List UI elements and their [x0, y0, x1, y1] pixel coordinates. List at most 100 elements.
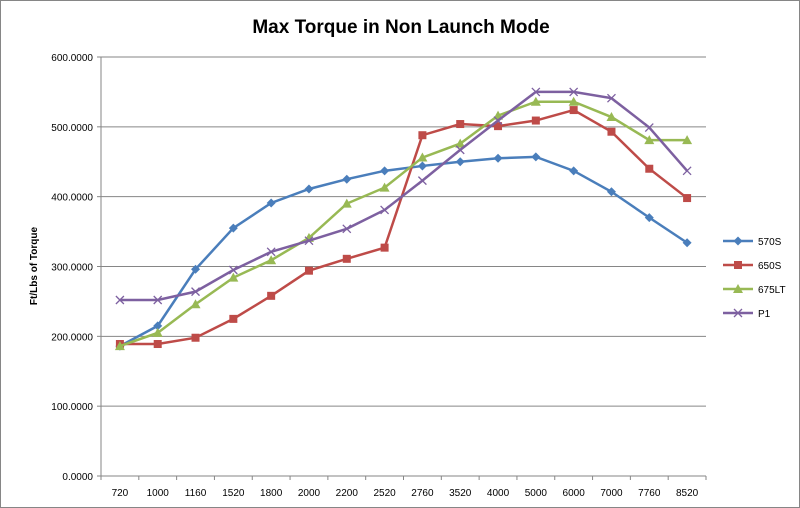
- data-point-triangle: [733, 284, 743, 293]
- data-point-x: [228, 265, 238, 275]
- data-point-x: [304, 236, 314, 246]
- data-point-square: [645, 164, 654, 173]
- data-point-x: [493, 116, 503, 126]
- data-point-x: [531, 87, 541, 97]
- legend-label: 650S: [758, 261, 782, 272]
- legend-item: 650S: [723, 261, 782, 272]
- data-point-square: [569, 106, 578, 115]
- chart-title: Max Torque in Non Launch Mode: [252, 17, 549, 38]
- x-tick-label: 2760: [411, 488, 434, 499]
- data-point-x: [342, 224, 352, 234]
- series-line: [119, 100, 688, 348]
- series-line: [119, 90, 689, 302]
- data-point-triangle: [114, 341, 125, 351]
- x-tick-label: 2200: [336, 488, 359, 499]
- data-point-diamond: [733, 236, 743, 246]
- y-tick-label: 300.0000: [51, 263, 93, 274]
- data-point-triangle: [417, 152, 428, 162]
- data-point-square: [380, 243, 389, 252]
- x-tick-label: 6000: [563, 488, 586, 499]
- x-tick-label: 7760: [638, 488, 661, 499]
- data-point-square: [153, 340, 162, 349]
- data-point-square: [607, 127, 616, 136]
- y-tick-label: 600.0000: [51, 53, 93, 64]
- data-point-diamond: [531, 152, 541, 162]
- data-point-x: [455, 145, 465, 155]
- data-point-triangle: [341, 198, 352, 208]
- y-tick-label: 0.0000: [62, 472, 93, 483]
- x-tick-label: 3520: [449, 488, 472, 499]
- series-p1: [115, 87, 692, 305]
- data-point-square: [456, 120, 465, 129]
- data-point-diamond: [493, 153, 503, 163]
- series-line: [119, 108, 688, 346]
- data-point-diamond: [304, 184, 314, 194]
- data-point-diamond: [191, 264, 201, 274]
- data-point-square: [342, 254, 351, 263]
- data-point-diamond: [417, 161, 427, 171]
- data-point-diamond: [606, 187, 616, 197]
- data-point-triangle: [152, 327, 163, 337]
- data-point-triangle: [266, 255, 277, 265]
- x-tick-label: 1520: [222, 488, 245, 499]
- data-point-x: [153, 295, 163, 305]
- series-650s: [115, 106, 692, 349]
- y-tick-label: 200.0000: [51, 332, 93, 343]
- data-point-diamond: [682, 238, 692, 248]
- x-tick-label: 2000: [298, 488, 321, 499]
- data-point-diamond: [455, 157, 465, 167]
- data-point-square: [494, 122, 503, 131]
- data-point-diamond: [266, 198, 276, 208]
- data-point-triangle: [530, 96, 541, 106]
- series-570s: [115, 152, 692, 351]
- data-point-triangle: [568, 96, 579, 106]
- data-point-x: [380, 205, 390, 215]
- data-point-square: [734, 261, 742, 269]
- y-tick-label: 100.0000: [51, 402, 93, 413]
- data-point-x: [266, 247, 276, 257]
- data-point-x: [607, 93, 616, 103]
- data-point-x: [191, 287, 200, 297]
- y-tick-label: 400.0000: [51, 193, 93, 204]
- data-point-x: [569, 87, 579, 97]
- data-point-triangle: [379, 182, 390, 192]
- y-tick-label: 500.0000: [51, 123, 93, 134]
- x-tick-label: 2520: [373, 488, 396, 499]
- data-point-diamond: [342, 174, 352, 184]
- x-tick-label: 1160: [185, 488, 207, 499]
- legend-label: P1: [758, 309, 771, 320]
- legend-label: 675LT: [758, 285, 786, 296]
- data-point-triangle: [190, 299, 201, 309]
- data-point-square: [267, 291, 276, 300]
- x-tick-label: 4000: [487, 488, 510, 499]
- data-point-x: [417, 176, 427, 186]
- data-point-diamond: [569, 166, 579, 176]
- series-675lt: [114, 96, 693, 351]
- legend-item: 675LT: [723, 284, 786, 296]
- data-point-x: [644, 123, 654, 132]
- data-point-triangle: [606, 112, 617, 122]
- data-point-diamond: [228, 223, 238, 233]
- data-point-diamond: [380, 166, 390, 176]
- data-point-x: [733, 308, 743, 318]
- data-point-triangle: [455, 138, 466, 148]
- x-tick-label: 1000: [147, 488, 170, 499]
- legend-item: P1: [723, 308, 771, 320]
- x-tick-label: 8520: [676, 488, 699, 499]
- data-point-diamond: [644, 213, 654, 223]
- x-tick-label: 1800: [260, 488, 283, 499]
- data-point-triangle: [644, 135, 655, 145]
- data-point-square: [229, 314, 238, 323]
- data-point-x: [115, 295, 125, 305]
- data-point-square: [191, 333, 200, 342]
- data-point-square: [531, 116, 540, 125]
- data-point-x: [682, 166, 692, 176]
- data-point-diamond: [153, 321, 163, 331]
- legend-item: 570S: [723, 236, 782, 248]
- x-tick-label: 7000: [600, 488, 623, 499]
- data-point-square: [304, 266, 313, 275]
- data-point-triangle: [228, 272, 239, 282]
- data-point-square: [683, 194, 692, 203]
- x-tick-label: 720: [112, 488, 129, 499]
